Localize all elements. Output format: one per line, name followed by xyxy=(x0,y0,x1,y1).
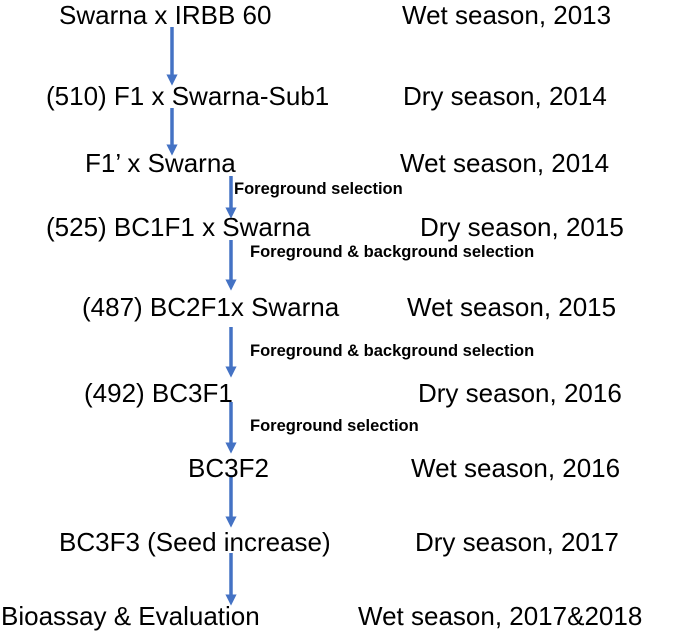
season-label: Dry season, 2015 xyxy=(420,212,624,242)
season-label: Dry season, 2017 xyxy=(415,527,619,557)
stage-label: (510) F1 x Swarna-Sub1 xyxy=(46,81,330,111)
stage-label: (525) BC1F1 x Swarna xyxy=(46,212,311,242)
selection-note: Foreground selection xyxy=(234,180,403,198)
stage-label: (492) BC3F1 xyxy=(84,378,233,408)
stage-label: (487) BC2F1x Swarna xyxy=(82,292,340,322)
season-label: Dry season, 2014 xyxy=(403,81,607,111)
season-label: Wet season, 2014 xyxy=(400,148,610,178)
season-label: Wet season, 2016 xyxy=(411,453,621,483)
selection-note: Foreground & background selection xyxy=(250,342,535,360)
season-label: Wet season, 2013 xyxy=(402,0,612,30)
selection-note: Foreground selection xyxy=(250,417,419,435)
stage-label: Swarna x IRBB 60 xyxy=(59,0,272,30)
season-label: Wet season, 2017&2018 xyxy=(358,601,643,631)
stage-label: BC3F2 xyxy=(188,453,269,483)
stage-label: F1’ x Swarna xyxy=(85,148,236,178)
stage-label: BC3F3 (Seed increase) xyxy=(59,527,331,557)
stage-label: Bioassay & Evaluation xyxy=(1,601,260,631)
season-label: Wet season, 2015 xyxy=(407,292,617,322)
selection-note: Foreground & background selection xyxy=(250,243,535,261)
season-label: Dry season, 2016 xyxy=(418,378,622,408)
